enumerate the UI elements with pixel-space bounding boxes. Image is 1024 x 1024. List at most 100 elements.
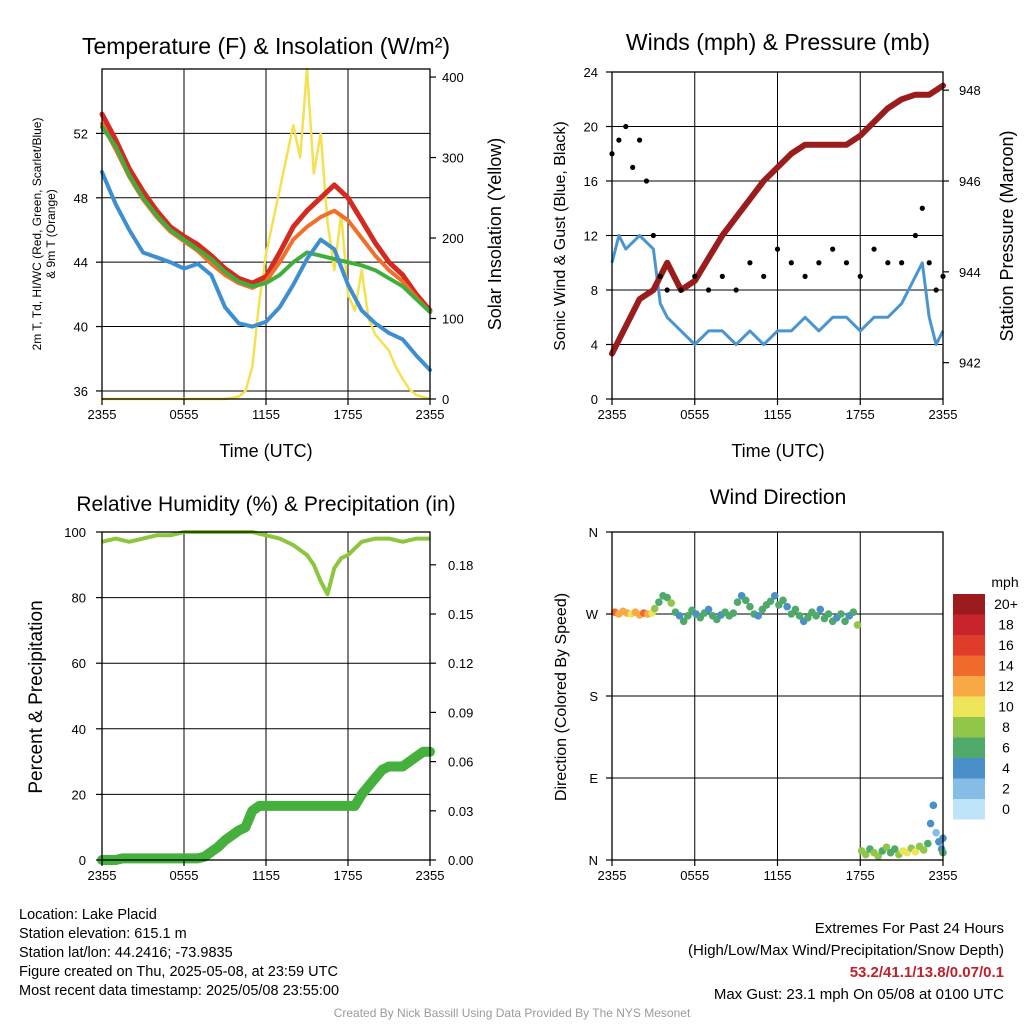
x-tick-label: 1155 bbox=[252, 868, 280, 883]
colorbar-swatch bbox=[953, 799, 985, 820]
temp-grid bbox=[101, 69, 431, 399]
y-tick-label: 36 bbox=[74, 384, 88, 399]
wind-ticks: 2355 0555 1155 1755 235504812162024942944946… bbox=[584, 65, 981, 422]
wind-title: Winds (mph) & Pressure (mb) bbox=[626, 29, 930, 55]
gust-point bbox=[899, 260, 905, 266]
x-tick-label: 2355 bbox=[929, 868, 958, 883]
direction-point bbox=[729, 609, 738, 617]
colorbar-swatch bbox=[953, 594, 985, 615]
recent-timestamp: Most recent data timestamp: 2025/05/08 2… bbox=[19, 983, 340, 999]
precipitation-line bbox=[97, 746, 435, 865]
rh-ticks: 2355 0555 1155 1755 23550204060801000.000.03… bbox=[64, 525, 473, 883]
gust-point bbox=[630, 164, 636, 170]
direction-point bbox=[667, 599, 676, 607]
colorbar-swatch bbox=[953, 655, 985, 676]
y-tick-label: 80 bbox=[72, 591, 86, 606]
x-tick-label: 1155 bbox=[252, 407, 280, 422]
colorbar-label: 20+ bbox=[994, 596, 1018, 612]
direction-point bbox=[926, 819, 935, 828]
gust-point bbox=[719, 273, 725, 279]
y2-tick-label: 0.09 bbox=[448, 705, 473, 720]
wind-panel: Winds (mph) & Pressure (mb) 2355 0555 1155… bbox=[552, 29, 1017, 461]
y2-tick-label: 0.18 bbox=[448, 558, 473, 573]
y-tick-label: N bbox=[589, 525, 598, 540]
y-tick-label: 12 bbox=[584, 229, 598, 244]
gust-point bbox=[705, 287, 712, 293]
dir-panel: Wind Direction 2355 0555 1155 1755 2355NESWN… bbox=[553, 486, 1019, 883]
gust-point bbox=[857, 273, 863, 279]
temp-panel: Temperature (F) & Insolation (W/m²) 2355… bbox=[30, 33, 505, 461]
temp-title: Temperature (F) & Insolation (W/m²) bbox=[82, 33, 450, 59]
station-location: Location: Lake Placid bbox=[19, 907, 157, 923]
colorbar-label: 12 bbox=[998, 678, 1014, 694]
x-tick-label: 1155 bbox=[764, 407, 792, 422]
direction-point bbox=[861, 850, 870, 859]
direction-point bbox=[675, 612, 684, 620]
temp-plot-area bbox=[99, 67, 433, 401]
direction-point bbox=[919, 846, 928, 854]
gust-point bbox=[747, 260, 753, 266]
colorbar-label: 10 bbox=[998, 699, 1014, 715]
station-latlon: Station lat/lon: 44.2416; -73.9835 bbox=[19, 945, 233, 961]
y-tick-label: 4 bbox=[591, 338, 598, 353]
gust-point bbox=[933, 287, 939, 293]
direction-point bbox=[882, 843, 891, 852]
direction-point bbox=[684, 612, 692, 620]
heat-index-line bbox=[100, 125, 432, 315]
temp-ylabel-left-2: & 9m T (Orange) bbox=[44, 189, 58, 279]
wind-xlabel: Time (UTC) bbox=[731, 441, 824, 461]
dir-grid bbox=[611, 531, 944, 861]
colorbar-title: mph bbox=[991, 574, 1018, 590]
gust-point bbox=[830, 246, 836, 252]
direction-point bbox=[679, 617, 688, 626]
colorbar: 20+ 18 16 14 12 10 8 6 4 2 0 bbox=[953, 594, 1018, 820]
colorbar-label: 8 bbox=[1002, 719, 1010, 735]
gust-point bbox=[657, 273, 663, 279]
y2-tick-label: 0.12 bbox=[448, 656, 473, 671]
direction-point bbox=[929, 801, 938, 810]
direction-point bbox=[779, 596, 787, 605]
x-tick-label: 0555 bbox=[170, 868, 199, 883]
wind-ylabel-left: Sonic Wind & Gust (Blue, Black) bbox=[552, 121, 569, 350]
y-tick-label: 0 bbox=[591, 392, 598, 407]
direction-point bbox=[841, 617, 849, 626]
direction-point bbox=[853, 621, 862, 629]
colorbar-swatch bbox=[953, 614, 985, 635]
temp-xlabel: Time (UTC) bbox=[219, 441, 312, 461]
direction-point bbox=[890, 845, 899, 853]
y-tick-label: 100 bbox=[64, 525, 86, 540]
direction-point bbox=[741, 596, 750, 605]
pressure-line bbox=[609, 82, 946, 357]
gust-point bbox=[636, 137, 643, 143]
colorbar-label: 14 bbox=[998, 658, 1014, 674]
y-tick-label: 48 bbox=[74, 191, 88, 206]
direction-point bbox=[791, 605, 800, 614]
gust-point bbox=[912, 232, 919, 239]
solar-insolation-line bbox=[100, 67, 432, 401]
gust-point bbox=[816, 260, 822, 266]
y-tick-label: N bbox=[589, 853, 598, 868]
dir-plot-area bbox=[610, 591, 947, 861]
gust-point bbox=[843, 260, 850, 266]
wind-grid bbox=[611, 71, 944, 400]
max-gust: Max Gust: 23.1 mph On 05/08 at 0100 UTC bbox=[713, 986, 1004, 1003]
colorbar-swatch bbox=[953, 758, 985, 779]
temperature-line bbox=[99, 111, 433, 313]
x-tick-label: 1755 bbox=[334, 407, 363, 422]
direction-point bbox=[816, 605, 825, 614]
extremes-fields: (High/Low/Max Wind/Precipitation/Snow De… bbox=[688, 942, 1004, 959]
gust-point bbox=[650, 232, 656, 239]
direction-point bbox=[804, 613, 812, 622]
gust-point bbox=[926, 260, 932, 266]
y-tick-label: 8 bbox=[591, 283, 598, 298]
direction-point bbox=[754, 612, 762, 620]
dir-ylabel-left: Direction (Colored By Speed) bbox=[553, 593, 570, 801]
colorbar-swatch bbox=[953, 696, 985, 717]
y2-tick-label: 948 bbox=[959, 83, 981, 98]
x-tick-label: 2355 bbox=[88, 407, 117, 422]
wind-ylabel-right: Station Pressure (Maroon) bbox=[997, 130, 1017, 341]
direction-point bbox=[924, 839, 932, 848]
gust-point bbox=[616, 137, 622, 143]
temp-ticks: 2355 0555 1155 1755 235536404448520100200300… bbox=[74, 70, 464, 422]
direction-point bbox=[704, 605, 713, 614]
